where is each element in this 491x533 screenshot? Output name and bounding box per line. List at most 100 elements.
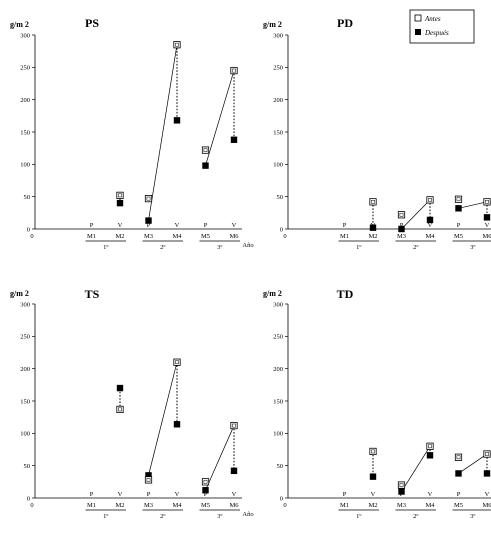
season-connector-line xyxy=(401,199,431,230)
year-label: 1º xyxy=(356,244,361,251)
point-before-inner xyxy=(485,199,489,204)
month-label: M2 xyxy=(115,502,124,509)
year-label: 3º xyxy=(470,244,475,251)
point-before-inner xyxy=(456,197,461,202)
season-label: P xyxy=(147,222,151,229)
season-label: V xyxy=(118,491,123,498)
point-before xyxy=(173,41,181,49)
point-before-inner xyxy=(456,455,461,460)
panel-title: PD xyxy=(337,16,353,30)
point-before-inner xyxy=(232,68,236,73)
point-after xyxy=(173,421,181,428)
month-label: M4 xyxy=(172,502,182,509)
y-axis-unit: g/m 2 xyxy=(263,289,282,298)
y-tick-label: 100 xyxy=(273,162,283,169)
point-after xyxy=(202,487,209,494)
month-label: M3 xyxy=(397,502,406,509)
year-label: 2º xyxy=(160,513,165,520)
season-label: V xyxy=(118,222,123,229)
point-after xyxy=(369,473,377,480)
y-tick-label: 200 xyxy=(20,97,30,104)
year-label: 1º xyxy=(356,513,361,520)
x-origin-label: 0 xyxy=(30,502,33,509)
y-tick-label: 250 xyxy=(273,65,283,72)
point-after xyxy=(230,467,238,475)
legend-label-before: Antes xyxy=(424,15,441,23)
month-label: M2 xyxy=(368,502,377,509)
month-label: M3 xyxy=(144,233,153,240)
month-label: M4 xyxy=(425,233,435,240)
point-before xyxy=(201,146,210,154)
legend-open-square-icon xyxy=(414,14,422,22)
year-label: 3º xyxy=(217,244,222,251)
y-tick-label: 150 xyxy=(273,129,283,136)
season-label: P xyxy=(90,222,94,229)
point-before-inner xyxy=(428,444,432,449)
month-label: M3 xyxy=(144,502,153,509)
y-tick-label: 250 xyxy=(20,65,30,72)
y-tick-label: 0 xyxy=(27,226,30,233)
point-after xyxy=(116,199,124,207)
point-after xyxy=(116,384,124,392)
point-after xyxy=(230,136,238,143)
y-axis-unit: g/m 2 xyxy=(10,289,29,298)
y-tick-label: 50 xyxy=(277,194,284,201)
year-label: 2º xyxy=(413,513,418,520)
y-tick-label: 150 xyxy=(20,129,30,136)
point-before xyxy=(483,450,491,458)
point-after xyxy=(145,217,152,224)
season-label: P xyxy=(457,491,461,498)
season-label: P xyxy=(147,491,151,498)
season-label: P xyxy=(400,222,404,229)
point-before-inner xyxy=(175,42,179,47)
y-axis-unit: g/m 2 xyxy=(10,20,29,29)
point-before-inner xyxy=(118,407,122,412)
y-tick-label: 150 xyxy=(273,398,283,405)
point-before xyxy=(483,198,491,206)
point-before-inner xyxy=(485,452,489,456)
month-label: M2 xyxy=(368,233,377,240)
season-label: V xyxy=(428,222,433,229)
x-axis-unit: Año xyxy=(242,511,253,518)
season-connector-line xyxy=(148,44,178,221)
month-label: M5 xyxy=(454,502,463,509)
x-origin-label: 0 xyxy=(283,233,286,240)
point-before-inner xyxy=(203,148,208,152)
y-tick-label: 100 xyxy=(20,162,30,169)
month-label: M5 xyxy=(201,233,210,240)
point-after xyxy=(483,470,491,477)
season-label: V xyxy=(175,491,180,498)
point-before xyxy=(397,211,406,219)
point-before-inner xyxy=(371,449,375,454)
year-label: 2º xyxy=(413,244,418,251)
season-connector-line xyxy=(205,425,235,491)
month-label: M1 xyxy=(87,233,96,240)
y-tick-label: 300 xyxy=(20,32,30,39)
point-after xyxy=(398,225,405,233)
y-tick-label: 100 xyxy=(273,431,283,438)
point-before xyxy=(230,421,238,430)
point-before xyxy=(369,447,377,456)
point-before xyxy=(454,453,463,461)
point-before xyxy=(173,358,181,366)
month-label: M4 xyxy=(425,502,435,509)
season-label: V xyxy=(428,491,433,498)
point-before xyxy=(426,442,434,450)
point-before-inner xyxy=(118,193,122,198)
panel-title: TD xyxy=(337,287,354,301)
legend: Antes Después xyxy=(409,9,475,44)
point-before xyxy=(230,66,238,75)
y-tick-label: 300 xyxy=(273,301,283,308)
year-label: 1º xyxy=(103,513,108,520)
season-connector-line xyxy=(458,201,488,209)
season-connector-line xyxy=(401,446,431,492)
y-tick-label: 250 xyxy=(20,334,30,341)
point-before xyxy=(116,191,124,199)
season-label: V xyxy=(232,491,237,498)
legend-label-after: Después xyxy=(424,29,449,37)
season-connector-line xyxy=(205,70,235,166)
